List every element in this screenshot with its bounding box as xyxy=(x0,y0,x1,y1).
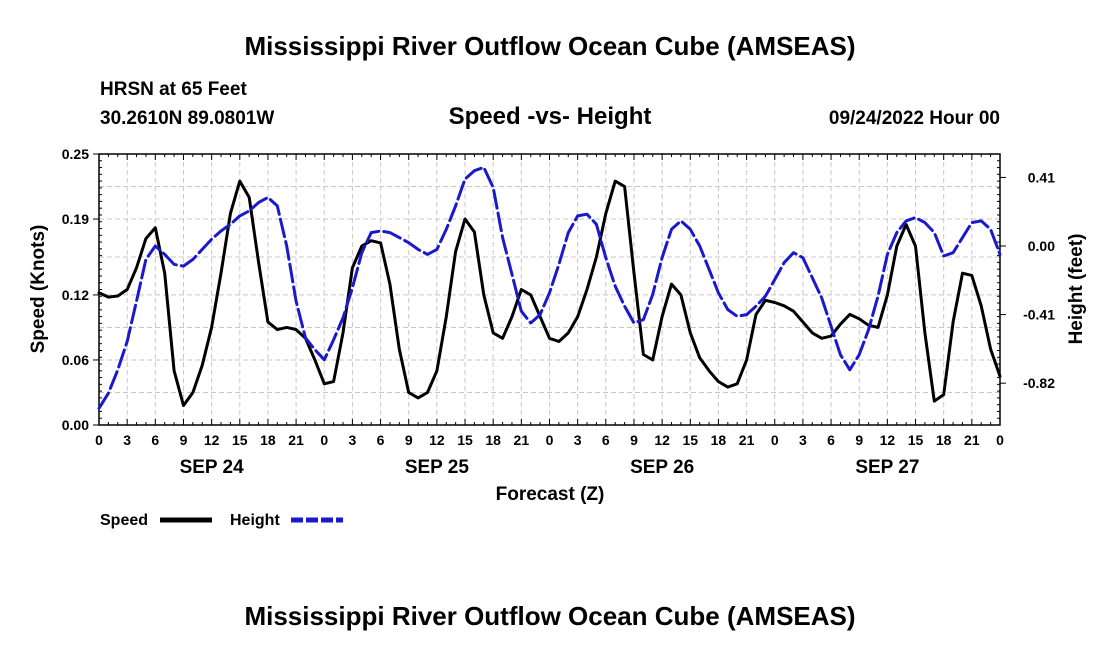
y-axis-ticks: 0.00 0.06 0.12 0.19 0.25 xyxy=(62,146,102,433)
x-tick-label: 18 xyxy=(936,432,952,448)
y2-axis-ticks: -0.82 -0.41 0.00 0.41 xyxy=(997,153,1055,426)
x-tick-label: 18 xyxy=(260,432,276,448)
x-tick-label: 15 xyxy=(682,432,698,448)
x-tick-label: 3 xyxy=(574,432,582,448)
chart-main-title: Mississippi River Outflow Ocean Cube (AM… xyxy=(244,31,855,61)
x-tick-label: 9 xyxy=(180,432,188,448)
chart-main-title-repeat: Mississippi River Outflow Ocean Cube (AM… xyxy=(244,601,855,631)
x-tick-label: 15 xyxy=(908,432,924,448)
speed-series-line xyxy=(97,179,1002,407)
x-tick-label: 9 xyxy=(630,432,638,448)
x-tick-label: 21 xyxy=(514,432,530,448)
x-tick-label: 0 xyxy=(95,432,103,448)
y2-axis-label: Height (feet) xyxy=(1066,234,1087,345)
legend-height-label: Height xyxy=(230,512,280,529)
x-tick-label: 9 xyxy=(855,432,863,448)
x-tick-label: 6 xyxy=(151,432,159,448)
x-tick-label: 6 xyxy=(827,432,835,448)
height-series-line xyxy=(97,165,1002,410)
x-tick-label: 18 xyxy=(711,432,727,448)
x-tick-label: 9 xyxy=(405,432,413,448)
x-day-label: SEP 27 xyxy=(855,457,919,478)
x-tick-label: 12 xyxy=(654,432,670,448)
x-tick-label: 0 xyxy=(996,432,1004,448)
y2-tick-label: -0.41 xyxy=(1023,307,1055,323)
x-tick-label: 12 xyxy=(204,432,220,448)
x-day-label: SEP 26 xyxy=(630,457,694,478)
x-tick-label: 0 xyxy=(546,432,554,448)
y-tick-label: 0.06 xyxy=(62,352,89,368)
x-tick-label: 0 xyxy=(771,432,779,448)
x-tick-label: 15 xyxy=(232,432,248,448)
x-tick-label: 12 xyxy=(880,432,896,448)
y-tick-label: 0.00 xyxy=(62,417,89,433)
x-tick-label: 15 xyxy=(457,432,473,448)
x-tick-label: 3 xyxy=(349,432,357,448)
y-tick-label: 0.12 xyxy=(62,287,89,303)
station-label: HRSN at 65 Feet xyxy=(100,79,247,100)
x-tick-label: 18 xyxy=(485,432,501,448)
x-axis-ticks: 0 3 6 9 12 15 18 21 0 3 6 9 12 15 18 21 0 3 6 9 12 15 18 21 0 3 6 9… xyxy=(95,154,1004,478)
x-day-label: SEP 24 xyxy=(180,457,245,478)
y-tick-label: 0.19 xyxy=(62,211,89,227)
location-label: 30.2610N 89.0801W xyxy=(100,108,274,129)
x-tick-label: 6 xyxy=(377,432,385,448)
y2-tick-label: -0.82 xyxy=(1023,375,1055,391)
x-axis-label: Forecast (Z) xyxy=(496,484,605,505)
x-tick-label: 12 xyxy=(429,432,445,448)
x-tick-label: 21 xyxy=(964,432,980,448)
x-tick-label: 0 xyxy=(320,432,328,448)
datetime-label: 09/24/2022 Hour 00 xyxy=(829,108,1000,129)
legend-speed-label: Speed xyxy=(100,512,148,529)
grid-lines xyxy=(99,154,1000,425)
x-tick-label: 3 xyxy=(123,432,131,448)
y2-tick-label: 0.41 xyxy=(1028,169,1055,185)
series-lines xyxy=(97,165,1002,410)
y-tick-label: 0.25 xyxy=(62,146,89,162)
x-day-label: SEP 25 xyxy=(405,457,470,478)
x-tick-label: 21 xyxy=(288,432,304,448)
x-tick-label: 21 xyxy=(739,432,755,448)
y2-tick-label: 0.00 xyxy=(1028,238,1055,254)
chart-subtitle: Speed -vs- Height xyxy=(449,103,652,130)
legend: Speed Height xyxy=(100,512,343,529)
y-axis-label: Speed (Knots) xyxy=(28,225,49,354)
x-tick-label: 6 xyxy=(602,432,610,448)
x-tick-label: 3 xyxy=(799,432,807,448)
